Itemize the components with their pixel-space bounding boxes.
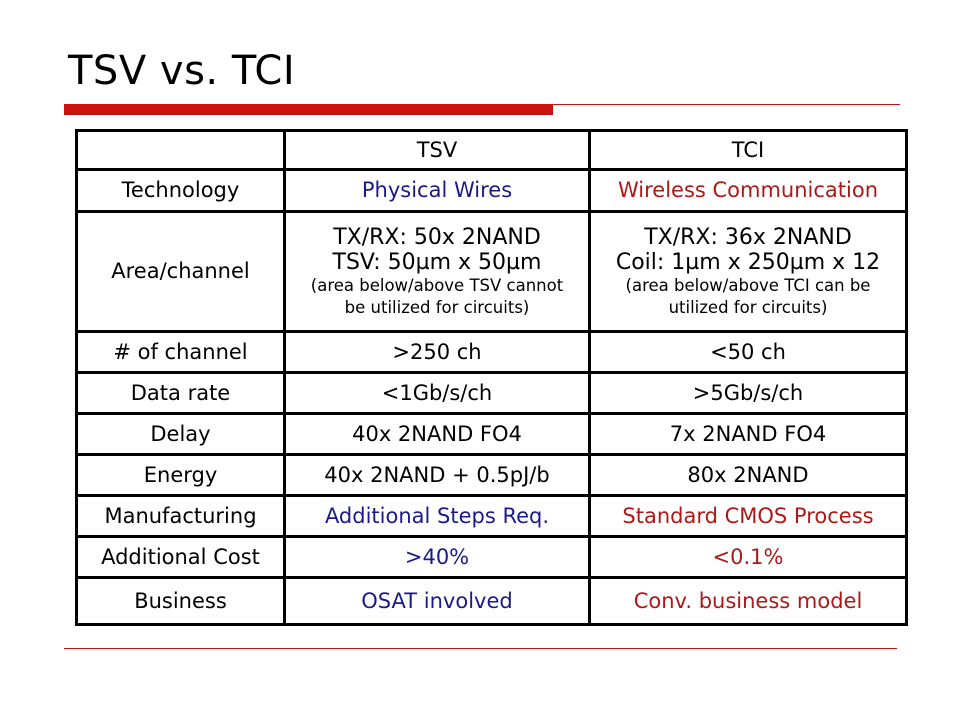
slide-title: TSV vs. TCI [68,48,296,94]
cell-tci-manufacturing: Standard CMOS Process [588,493,908,538]
table-row: Technology Physical Wires Wireless Commu… [75,167,908,213]
cell-tci-area-channel: TX/RX: 36x 2NAND Coil: 1µm x 250µm x 12 … [588,209,908,334]
table-row: Delay 40x 2NAND FO4 7x 2NAND FO4 [75,412,908,457]
cell-tci-technology: Wireless Communication [588,167,908,213]
table-row: Manufacturing Additional Steps Req. Stan… [75,493,908,538]
cell-tci-business: Conv. business model [588,575,908,627]
tsv-area-line1: TX/RX: 50x 2NAND [333,224,541,250]
table-row: Business OSAT involved Conv. business mo… [75,575,908,627]
tsv-area-note-line2: be utilized for circuits) [344,297,530,317]
tci-area-note-line2: utilized for circuits) [668,297,828,317]
row-label-manufacturing: Manufacturing [75,493,286,538]
table-row: Additional Cost >40% <0.1% [75,534,908,579]
tci-area-line1: TX/RX: 36x 2NAND [644,224,852,250]
header-cell-tsv: TSV [283,129,591,171]
tci-area-line2: Coil: 1µm x 250µm x 12 [615,250,881,276]
row-label-business: Business [75,575,286,627]
row-label-energy: Energy [75,453,286,497]
cell-tsv-manufacturing: Additional Steps Req. [283,493,591,538]
cell-tsv-energy: 40x 2NAND + 0.5pJ/b [283,453,591,497]
cell-tsv-area-channel: TX/RX: 50x 2NAND TSV: 50µm x 50µm (area … [283,209,591,334]
cell-tci-delay: 7x 2NAND FO4 [588,412,908,457]
table-row: # of channel >250 ch <50 ch [75,330,908,375]
cell-tsv-business: OSAT involved [283,575,591,627]
cell-tci-energy: 80x 2NAND [588,453,908,497]
header-cell-empty [75,129,286,171]
cell-tci-data-rate: >5Gb/s/ch [588,371,908,416]
footer-divider [64,648,897,649]
cell-tsv-data-rate: <1Gb/s/ch [283,371,591,416]
row-label-area-channel: Area/channel [75,209,286,334]
row-label-technology: Technology [75,167,286,213]
tsv-area-note-line1: (area below/above TSV cannot [310,276,564,296]
comparison-table: TSV TCI Technology Physical Wires Wirele… [75,129,908,627]
row-label-additional-cost: Additional Cost [75,534,286,579]
table-row: Energy 40x 2NAND + 0.5pJ/b 80x 2NAND [75,453,908,497]
table-row: Area/channel TX/RX: 50x 2NAND TSV: 50µm … [75,209,908,334]
table-row: Data rate <1Gb/s/ch >5Gb/s/ch [75,371,908,416]
cell-tsv-additional-cost: >40% [283,534,591,579]
tci-area-note-line1: (area below/above TCI can be [625,276,871,296]
cell-tci-num-channel: <50 ch [588,330,908,375]
cell-tci-additional-cost: <0.1% [588,534,908,579]
title-underline-thin [553,104,900,105]
cell-tsv-delay: 40x 2NAND FO4 [283,412,591,457]
tsv-area-line2: TSV: 50µm x 50µm [332,250,542,276]
row-label-data-rate: Data rate [75,371,286,416]
title-underline-thick [64,104,553,115]
row-label-num-channel: # of channel [75,330,286,375]
cell-tsv-num-channel: >250 ch [283,330,591,375]
cell-tsv-technology: Physical Wires [283,167,591,213]
table-header-row: TSV TCI [75,129,908,171]
row-label-delay: Delay [75,412,286,457]
header-cell-tci: TCI [588,129,908,171]
